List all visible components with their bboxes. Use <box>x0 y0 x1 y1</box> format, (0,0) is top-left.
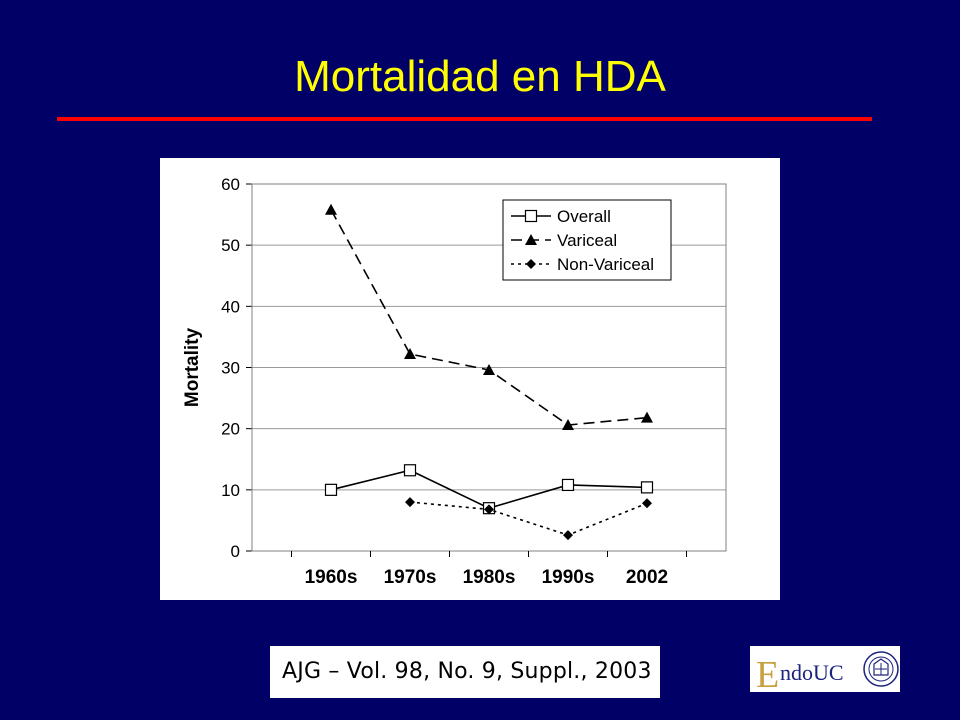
series-line-non-variceal <box>409 501 648 536</box>
x-tick-label: 1980s <box>463 567 516 588</box>
legend-label: Non-Variceal <box>557 255 654 274</box>
y-tick-label: 50 <box>221 236 240 255</box>
data-point-variceal <box>483 363 495 375</box>
title-underline <box>57 117 872 121</box>
plot-frame <box>251 183 727 552</box>
data-point-non-variceal <box>405 497 415 508</box>
mortality-chart: 0 10 20 30 40 50 60 1960s 1970s 1980s 1990s 2002 Mor… <box>160 158 780 600</box>
data-point-variceal <box>404 348 416 360</box>
y-tick-label: 30 <box>221 359 240 378</box>
endouc-logo: E ndoUC <box>750 646 900 692</box>
data-point-overall <box>403 464 417 477</box>
data-point-overall <box>324 483 338 496</box>
x-tick-label: 1990s <box>542 567 595 588</box>
data-point-non-variceal <box>484 504 494 515</box>
legend-marker <box>525 234 537 245</box>
y-tick-label: 0 <box>231 542 240 561</box>
data-point-variceal <box>325 203 337 215</box>
logo-svg: E ndoUC <box>756 651 899 692</box>
legend-label: Variceal <box>557 231 617 250</box>
logo-name: ndoUC <box>780 660 844 685</box>
legend-label: Overall <box>557 207 611 226</box>
data-point-non-variceal <box>642 498 652 509</box>
data-point-overall <box>561 478 575 492</box>
y-tick-label: 10 <box>221 481 240 500</box>
legend-marker <box>524 209 538 223</box>
data-point-non-variceal <box>563 530 573 541</box>
y-axis-label: Mortality <box>182 327 203 407</box>
legend-marker <box>526 259 536 269</box>
citation: AJG – Vol. 98, No. 9, Suppl., 2003 <box>270 646 660 698</box>
chart-svg: 0 10 20 30 40 50 60 1960s 1970s 1980s 1990s 2002 Mor… <box>182 175 727 588</box>
university-seal-icon <box>863 651 899 687</box>
data-point-variceal <box>641 411 653 423</box>
x-tick-label: 1970s <box>384 567 437 588</box>
data-point-overall <box>640 481 654 494</box>
logo-initial: E <box>756 654 779 692</box>
y-tick-label: 20 <box>221 420 240 439</box>
y-tick-label: 60 <box>221 175 240 194</box>
y-tick-label: 40 <box>221 297 240 316</box>
x-tick-label: 2002 <box>626 567 668 588</box>
slide-title: Mortalidad en HDA <box>294 52 666 101</box>
data-point-variceal <box>562 418 574 430</box>
x-tick-label: 1960s <box>305 567 358 588</box>
